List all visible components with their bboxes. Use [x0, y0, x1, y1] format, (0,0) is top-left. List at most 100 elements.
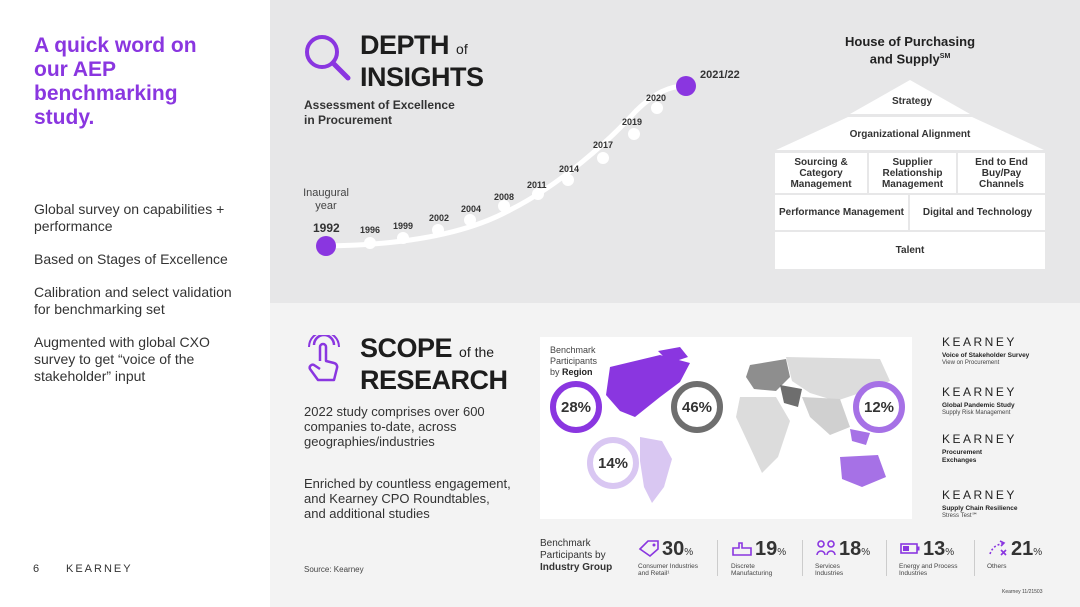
map-label-line2: Participants: [550, 356, 598, 366]
house-sourcing: Sourcing & Category Management: [775, 153, 867, 193]
study-logo: KEARNEY: [942, 432, 1017, 446]
industry-caption: Others: [987, 563, 1007, 570]
industry-value: 19: [755, 538, 778, 560]
page-title: A quick word on our AEP benchmarking stu…: [34, 34, 197, 129]
industry-item-consumer: 30% Consumer Industries and Retail¹: [638, 538, 698, 577]
region-badge-north-america: 28%: [550, 381, 602, 433]
year-label: 1999: [393, 221, 414, 231]
map-label-bold: Region: [562, 367, 593, 377]
touch-icon: [308, 335, 340, 382]
house-title-line1: House of Purchasing: [844, 34, 976, 49]
industry-unit: %: [861, 547, 871, 558]
industry-label-line2: Participants by: [540, 550, 606, 561]
scope-heading: SCOPE of the RESEARCH: [360, 334, 508, 394]
year-label: 2021/22: [700, 69, 740, 81]
timeline-dot-2020: [651, 102, 663, 114]
year-label: 2017: [593, 140, 614, 150]
industry-value: 30: [662, 538, 685, 560]
timeline-dot-2017: [597, 152, 609, 164]
scope-heading-of: of the: [459, 344, 495, 360]
brand-logo: KEARNEY: [66, 563, 133, 575]
timeline-dot-2021: [676, 76, 696, 96]
bullet-item: Augmented with global CXO survey to get …: [34, 334, 210, 384]
timeline-dot-2004: [464, 214, 476, 226]
strategy-icon: [989, 540, 1007, 556]
study-logo: KEARNEY: [942, 335, 1017, 349]
scope-heading-word1: SCOPE: [360, 333, 453, 363]
depth-subtitle: Assessment of Excellence in Procurement: [304, 98, 455, 127]
house-roof: [776, 80, 1044, 150]
industry-item-discrete: 19% Discrete Manufacturing: [731, 538, 786, 577]
house-performance: Performance Management: [775, 195, 908, 230]
divider: [974, 540, 975, 576]
study-title: Global Pandemic Study: [942, 402, 1015, 409]
industry-unit: %: [684, 547, 694, 558]
timeline-dot-1992: [316, 236, 336, 256]
industry-caption: Services Industries: [815, 563, 844, 577]
map-legend-label: Benchmark Participants by Region: [550, 345, 597, 378]
study-item: KEARNEY Voice of Stakeholder Survey View…: [942, 335, 1062, 367]
depth-heading-of: of: [456, 41, 468, 57]
timeline-dot-2011: [532, 188, 544, 200]
industry-item-energy: 13% Energy and Process Industries: [899, 538, 958, 577]
year-label: 2014: [559, 164, 580, 174]
timeline-dot-2014: [562, 174, 574, 186]
house-talent: Talent: [775, 232, 1045, 269]
divider: [802, 540, 803, 576]
industry-label-bold: Industry Group: [540, 562, 613, 573]
house-supplier: Supplier Relationship Management: [869, 153, 956, 193]
house-title-sup: SM: [939, 53, 951, 60]
study-sub: Supply Risk Management: [942, 410, 1011, 416]
year-label: 2019: [622, 117, 643, 127]
scope-text-1: 2022 study comprises over 600 companies …: [304, 404, 485, 449]
industry-item-services: 18% Services Industries: [815, 538, 870, 577]
year-label: 1992: [313, 221, 340, 235]
depth-heading-word1: DEPTH: [360, 30, 450, 60]
industry-caption: Energy and Process Industries: [899, 563, 958, 577]
bullet-item: Based on Stages of Excellence: [34, 251, 228, 267]
region-badge-asia-pacific: 12%: [853, 381, 905, 433]
timeline-curve: [316, 76, 696, 256]
study-title: Supply Chain Resilience: [942, 505, 1018, 512]
tag-icon: [638, 540, 659, 557]
divider: [886, 540, 887, 576]
industry-value: 18: [839, 538, 862, 560]
world-map: [606, 347, 890, 503]
study-sub: Stress Test℠: [942, 513, 978, 519]
map-label-line1: Benchmark: [550, 345, 596, 355]
study-item: KEARNEY Procurement Exchanges: [942, 432, 1014, 465]
map-label-by: by: [550, 367, 560, 377]
scope-heading-word2: RESEARCH: [360, 365, 508, 395]
inaugural-label: Inaugural year: [303, 187, 349, 212]
industry-value: 13: [923, 538, 946, 560]
people-icon: [816, 540, 836, 556]
divider: [717, 540, 718, 576]
year-label: 2002: [429, 213, 450, 223]
study-title: Voice of Stakeholder Survey: [942, 352, 1030, 359]
year-label: 2011: [527, 180, 547, 190]
battery-icon: [900, 543, 920, 554]
industry-unit: %: [1033, 547, 1043, 558]
region-badge-latin-america: 14%: [587, 437, 639, 489]
factory-icon: [732, 542, 752, 556]
region-badge-europe: 46%: [671, 381, 723, 433]
timeline-dot-2002: [432, 224, 444, 236]
year-label: 1996: [360, 225, 381, 235]
timeline-dot-1996: [364, 237, 376, 249]
year-label: 2008: [494, 192, 515, 202]
study-logo: KEARNEY: [942, 385, 1017, 399]
study-sub: View on Procurement: [942, 360, 1000, 366]
industry-item-others: 21% Others: [987, 538, 1042, 570]
timeline-dot-2008: [498, 200, 510, 212]
house-digital: Digital and Technology: [910, 195, 1045, 230]
timeline-dot-1999: [397, 232, 409, 244]
depth-heading-word2: INSIGHTS: [360, 62, 484, 92]
timeline-dot-2019: [628, 128, 640, 140]
bullet-item: Calibration and select validation for be…: [34, 284, 232, 317]
scope-text-2: Enriched by countless engagement, and Ke…: [304, 476, 511, 521]
industry-caption: Consumer Industries and Retail¹: [638, 563, 698, 577]
page-number: 6: [33, 563, 40, 575]
study-item: KEARNEY Supply Chain Resilience Stress T…: [942, 488, 1062, 520]
study-title: Procurement Exchanges: [942, 449, 983, 464]
year-label: 2004: [461, 204, 482, 214]
